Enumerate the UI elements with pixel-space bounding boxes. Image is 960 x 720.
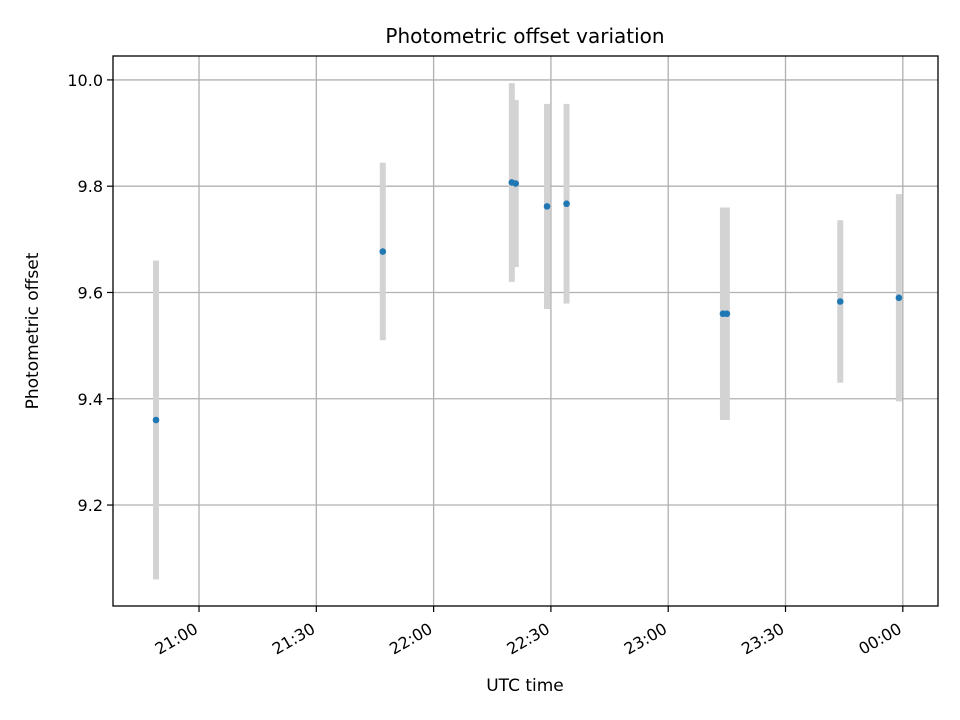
- data-point: [512, 180, 520, 187]
- y-axis-label: Photometric offset: [23, 252, 43, 409]
- grid: [113, 56, 938, 606]
- chart-title: Photometric offset variation: [385, 24, 664, 48]
- data-point: [895, 294, 903, 302]
- data-points: [152, 179, 903, 424]
- data-point: [379, 248, 387, 255]
- y-tick-label: 9.2: [78, 496, 103, 515]
- data-point: [836, 298, 844, 305]
- data-point: [543, 203, 551, 210]
- y-tick-label: 9.4: [78, 390, 103, 409]
- data-point: [563, 200, 570, 208]
- y-tick-label: 9.6: [78, 283, 103, 302]
- data-point: [723, 310, 731, 318]
- data-point: [152, 416, 160, 424]
- x-axis-label: UTC time: [486, 676, 564, 696]
- y-axis-ticks: 9.2 9.4 9.6 9.8 10.0: [67, 71, 113, 515]
- plot-frame: [112, 55, 939, 607]
- y-tick-label: 9.8: [78, 177, 103, 196]
- y-tick-label: 10.0: [67, 71, 103, 90]
